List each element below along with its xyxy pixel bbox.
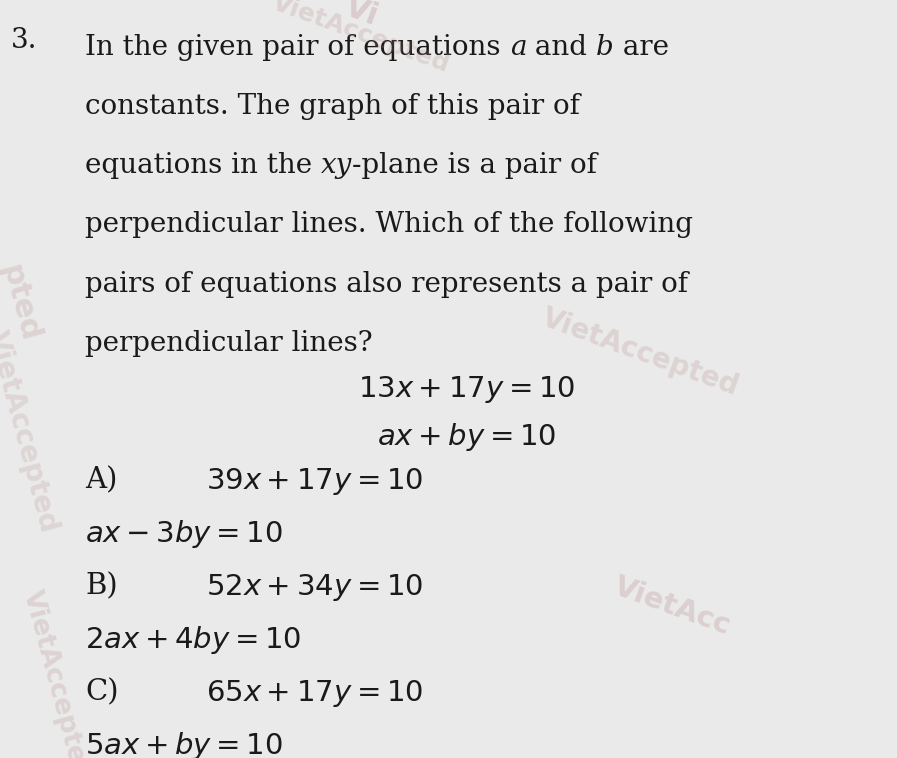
- Text: are: are: [614, 34, 669, 61]
- Text: $52x + 34y = 10$: $52x + 34y = 10$: [206, 572, 423, 603]
- Text: VietAcc: VietAcc: [610, 572, 735, 641]
- Text: C): C): [85, 678, 118, 706]
- Text: $5ax + by = 10$: $5ax + by = 10$: [85, 730, 283, 758]
- Text: pted: pted: [0, 262, 44, 345]
- Text: pairs of equations also represents a pair of: pairs of equations also represents a pai…: [85, 271, 688, 298]
- Text: 3.: 3.: [11, 27, 38, 54]
- Text: VietAccepted: VietAccepted: [538, 304, 744, 401]
- Text: $39x + 17y = 10$: $39x + 17y = 10$: [206, 466, 423, 497]
- Text: equations in the: equations in the: [85, 152, 321, 180]
- Text: constants. The graph of this pair of: constants. The graph of this pair of: [85, 93, 580, 121]
- Text: In the given pair of equations: In the given pair of equations: [85, 34, 509, 61]
- Text: $2ax + 4by = 10$: $2ax + 4by = 10$: [85, 624, 301, 656]
- Text: -plane is a pair of: -plane is a pair of: [353, 152, 597, 180]
- Text: $65x + 17y = 10$: $65x + 17y = 10$: [206, 678, 423, 709]
- Text: a: a: [509, 34, 526, 61]
- Text: perpendicular lines?: perpendicular lines?: [85, 330, 373, 357]
- Text: and: and: [526, 34, 596, 61]
- Text: b: b: [596, 34, 614, 61]
- Text: xy: xy: [321, 152, 353, 180]
- Text: VietAccepted: VietAccepted: [0, 328, 63, 536]
- Text: $ax + by = 10$: $ax + by = 10$: [377, 421, 556, 453]
- Text: $13x + 17y = 10$: $13x + 17y = 10$: [358, 374, 575, 405]
- Text: A): A): [85, 466, 118, 494]
- Text: $ax - 3by = 10$: $ax - 3by = 10$: [85, 518, 283, 550]
- Text: VietAccepted: VietAccepted: [18, 587, 94, 758]
- Text: Vi: Vi: [341, 0, 382, 31]
- Text: B): B): [85, 572, 118, 600]
- Text: VietAccepted: VietAccepted: [269, 0, 453, 77]
- Text: perpendicular lines. Which of the following: perpendicular lines. Which of the follow…: [85, 211, 693, 239]
